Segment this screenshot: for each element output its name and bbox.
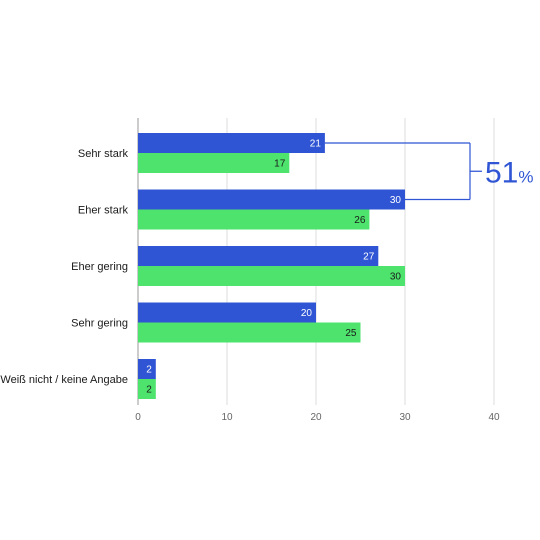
bar [138, 189, 405, 210]
bar [138, 153, 290, 173]
category-label: Weiß nicht / keine Angabe [0, 374, 128, 386]
bar-value-label: 2 [146, 365, 152, 376]
category-label: Sehr gering [71, 318, 128, 330]
bar-value-label: 25 [345, 328, 357, 339]
bar [138, 133, 325, 153]
bar-value-label: 2 [146, 385, 152, 396]
callout: 51% [324, 142, 534, 201]
bar [138, 379, 156, 399]
callout-bracket [324, 142, 482, 201]
bar-value-label: 30 [390, 272, 402, 283]
x-tick-label: 30 [399, 412, 411, 423]
callout-number: 51 [485, 156, 518, 189]
bar [138, 302, 316, 323]
callout-percent-sign: % [518, 167, 533, 186]
bar [138, 322, 361, 343]
x-tick-label: 0 [135, 412, 141, 423]
x-tick-label: 10 [221, 412, 233, 423]
x-tick-label: 40 [488, 412, 500, 423]
category-label: Eher stark [78, 205, 129, 217]
bar-value-label: 21 [310, 139, 322, 150]
bars: 21 17 30 26 27 30 20 25 2 2 [138, 133, 405, 399]
bar [138, 246, 379, 266]
bar-value-label: 26 [354, 215, 366, 226]
category-labels: Sehr stark Eher stark Eher gering Sehr geri… [0, 148, 128, 386]
x-tick-label: 20 [310, 412, 322, 423]
bar-value-label: 27 [363, 252, 375, 263]
category-label: Eher gering [71, 261, 128, 273]
bar [138, 266, 405, 286]
bar-value-label: 20 [301, 308, 313, 319]
callout-value: 51% [485, 156, 534, 189]
category-label: Sehr stark [78, 148, 129, 160]
bar [138, 359, 156, 379]
bar-value-label: 17 [274, 159, 286, 170]
x-axis-ticks: 0 10 20 30 40 [135, 412, 500, 423]
bar [138, 209, 370, 230]
bar-value-label: 30 [390, 195, 402, 206]
